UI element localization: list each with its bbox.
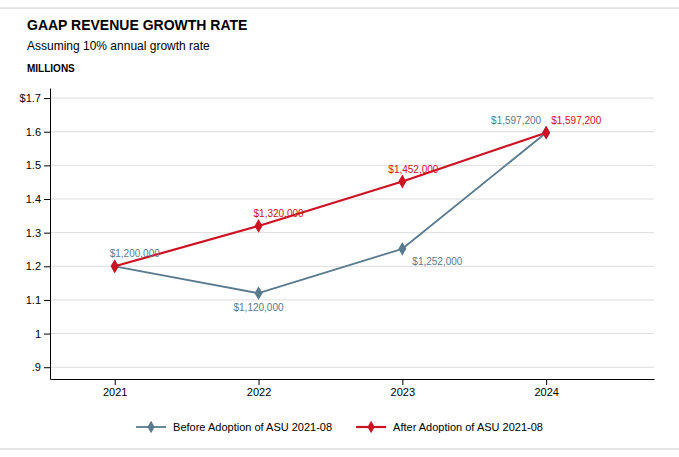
y-tick-mark — [44, 334, 50, 335]
x-tick: 2021 — [103, 379, 127, 398]
point — [398, 242, 406, 256]
x-tick-mark — [402, 379, 403, 385]
x-axis: 2021 2022 2023 2024 — [51, 379, 655, 398]
y-tick: 1.4 — [26, 193, 50, 205]
x-axis-line — [51, 379, 655, 380]
point — [111, 259, 119, 273]
point — [542, 126, 550, 140]
y-tick-mark — [44, 300, 50, 301]
series-line — [115, 133, 546, 294]
data-label: $1,252,000 — [412, 256, 462, 267]
grid-line — [50, 299, 654, 300]
point — [255, 286, 263, 300]
y-tick: 1.1 — [26, 294, 50, 306]
data-label: $1,200,000 — [110, 248, 160, 259]
point — [542, 126, 550, 140]
y-axis-title: MILLIONS — [27, 63, 75, 74]
separator — [0, 8, 679, 9]
y-tick-label: 1.6 — [26, 126, 41, 138]
y-tick: 1.3 — [26, 227, 50, 239]
x-tick-mark — [259, 379, 260, 385]
grid — [50, 98, 654, 367]
y-tick: 1.2 — [26, 260, 50, 272]
grid-line — [50, 165, 654, 166]
grid-line — [50, 131, 654, 132]
y-tick-mark — [44, 266, 50, 267]
x-tick-mark — [115, 379, 116, 385]
data-labels: $1,200,000 $1,120,000 $1,252,000 $1,597,200… — [110, 115, 602, 314]
data-label: $1,597,200 — [551, 115, 601, 126]
grid-line — [50, 98, 654, 99]
y-tick-label: 1.2 — [26, 260, 41, 272]
x-tick-label: 2023 — [391, 386, 415, 398]
separator — [0, 449, 679, 450]
y-tick-label: 1 — [35, 328, 41, 340]
point — [111, 259, 119, 273]
data-label: $1,452,000 — [388, 164, 438, 175]
y-tick-mark — [44, 132, 50, 133]
subtitle: Assuming 10% annual growth rate — [27, 39, 210, 53]
data-label: $1,597,200 — [491, 115, 541, 126]
chart: GAAP REVENUE GROWTH RATE Assuming 10% ann… — [0, 0, 679, 457]
y-tick: $1.7 — [20, 92, 50, 104]
plot-area — [111, 126, 550, 300]
grid-line — [50, 199, 654, 200]
x-tick: 2023 — [391, 379, 415, 398]
y-tick-mark — [44, 367, 50, 368]
data-label: $1,120,000 — [233, 302, 283, 313]
legend-label: Before Adoption of ASU 2021-08 — [173, 421, 332, 433]
legend-swatch-marker — [367, 421, 374, 433]
x-tick-label: 2024 — [534, 386, 558, 398]
y-tick: 1.6 — [26, 126, 50, 138]
x-tick: 2024 — [534, 379, 558, 398]
y-tick: .9 — [32, 361, 50, 373]
grid-line — [50, 266, 654, 267]
title: GAAP REVENUE GROWTH RATE — [27, 17, 247, 33]
legend-label: After Adoption of ASU 2021-08 — [393, 421, 543, 433]
y-tick-mark — [44, 98, 50, 99]
x-tick: 2022 — [247, 379, 271, 398]
grid-line — [50, 333, 654, 334]
legend-item: Before Adoption of ASU 2021-08 — [136, 421, 332, 433]
x-tick-label: 2022 — [247, 386, 271, 398]
y-tick-label: 1.4 — [26, 193, 41, 205]
y-tick-label: $1.7 — [20, 92, 41, 104]
legend-item: After Adoption of ASU 2021-08 — [356, 421, 543, 433]
y-tick-mark — [44, 199, 50, 200]
x-tick-label: 2021 — [103, 386, 127, 398]
grid-line — [50, 232, 654, 233]
point — [255, 219, 263, 233]
y-tick-mark — [44, 165, 50, 166]
y-tick-mark — [44, 233, 50, 234]
y-tick-label: .9 — [32, 361, 41, 373]
y-tick: 1.5 — [26, 159, 50, 171]
legend: Before Adoption of ASU 2021-08 After Adop… — [136, 421, 543, 433]
data-label: $1,320,000 — [254, 208, 304, 219]
y-axis-line — [50, 89, 51, 380]
y-axis: .9 1 1.1 1.2 1.3 1.4 1.5 1.6 $1.7 — [20, 89, 51, 380]
y-tick-label: 1.3 — [26, 227, 41, 239]
x-tick-mark — [546, 379, 547, 385]
grid-line — [50, 367, 654, 368]
legend-swatch-marker — [147, 421, 154, 433]
y-tick: 1 — [35, 328, 50, 340]
y-tick-label: 1.1 — [26, 294, 41, 306]
point — [398, 175, 406, 189]
series-line — [115, 133, 546, 267]
y-tick-label: 1.5 — [26, 159, 41, 171]
